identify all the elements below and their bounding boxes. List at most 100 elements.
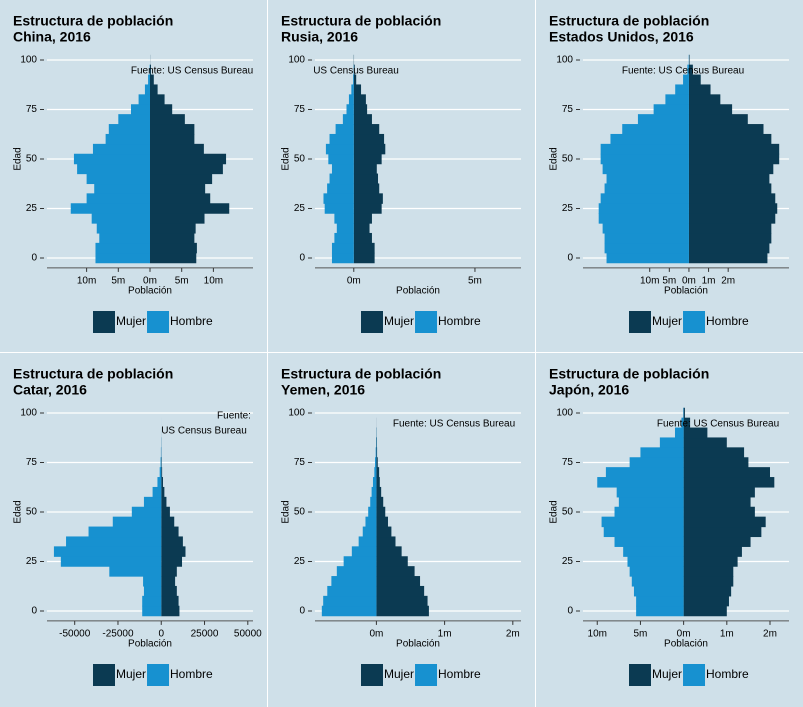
y-tick-label: 25 <box>562 203 574 214</box>
bar <box>614 536 684 547</box>
bar <box>328 153 354 165</box>
bar <box>688 163 774 175</box>
bar <box>150 173 213 185</box>
bar <box>94 183 150 194</box>
bar <box>161 496 167 508</box>
bar <box>601 516 684 528</box>
y-tick-label: 100 <box>20 55 37 66</box>
bar <box>353 84 362 95</box>
bar <box>376 576 421 587</box>
bar <box>683 486 755 498</box>
bar <box>353 74 357 86</box>
bar <box>371 486 377 498</box>
bar <box>150 143 204 155</box>
x-tick-label: 0 <box>158 629 164 640</box>
y-axis-label: Edad <box>281 147 292 170</box>
y-tick-label: 0 <box>299 606 305 617</box>
bar <box>150 133 195 145</box>
bar <box>600 153 689 165</box>
bar <box>150 163 223 175</box>
x-tick-label: 2m <box>506 629 520 640</box>
legend-swatch <box>415 664 438 686</box>
bar <box>616 486 684 498</box>
bar <box>600 193 689 204</box>
legend-label: Hombre <box>438 667 481 681</box>
bar <box>161 576 176 587</box>
x-tick-label: 1m <box>720 629 734 640</box>
x-tick-label: 0m <box>347 276 361 287</box>
x-axis-label: Población <box>128 639 172 650</box>
bar <box>683 556 738 567</box>
bar <box>353 64 355 76</box>
legend-swatch <box>361 664 383 686</box>
bar <box>353 252 375 264</box>
bar <box>150 94 165 105</box>
bar <box>683 576 734 587</box>
bar <box>629 566 684 577</box>
legend-label: Mujer <box>116 314 146 328</box>
bar <box>348 94 354 105</box>
bar <box>334 213 354 224</box>
y-tick-label: 0 <box>567 606 573 617</box>
y-tick-label: 50 <box>26 507 38 518</box>
bar <box>376 496 384 508</box>
bar <box>683 457 749 468</box>
legend-label: Hombre <box>706 667 749 681</box>
x-tick-label: 10m <box>640 276 659 287</box>
bar <box>622 124 689 135</box>
bar <box>629 457 684 468</box>
bar <box>327 183 354 194</box>
bar <box>688 64 693 76</box>
y-tick-label: 100 <box>288 55 305 66</box>
bar <box>688 104 733 115</box>
annotation: Fuente: US Census Bureau <box>622 66 744 77</box>
bar <box>376 536 396 547</box>
x-axis-label: Población <box>396 286 440 297</box>
legend-label: Mujer <box>384 314 414 328</box>
x-axis-label: Población <box>128 286 172 297</box>
bar <box>161 605 180 617</box>
bar <box>142 595 162 607</box>
bar <box>376 457 378 468</box>
bar <box>109 566 162 577</box>
bar <box>353 193 383 204</box>
bar <box>150 242 197 254</box>
bar <box>150 232 195 244</box>
bar <box>376 447 378 458</box>
chart-subtitle: Estados Unidos, 2016 <box>549 29 694 45</box>
bar <box>161 467 163 478</box>
bar <box>688 114 748 125</box>
bar <box>372 477 377 488</box>
bar <box>160 457 162 468</box>
bar <box>150 124 195 135</box>
bar <box>353 232 372 244</box>
y-axis-label: Edad <box>549 147 560 170</box>
bar <box>627 556 684 567</box>
bar <box>353 163 377 175</box>
bar <box>688 133 772 145</box>
y-tick-label: 0 <box>31 253 37 264</box>
x-tick-label: 10m <box>77 276 96 287</box>
bar <box>376 506 386 518</box>
bar <box>376 477 380 488</box>
bar <box>150 193 211 204</box>
legend-label: Hombre <box>706 314 749 328</box>
bar <box>353 203 382 214</box>
bar <box>636 605 684 617</box>
annotation: US Census Bureau <box>313 66 399 77</box>
bar <box>688 124 764 135</box>
y-tick-label: 25 <box>294 556 306 567</box>
bar <box>131 506 162 518</box>
bar <box>353 173 379 185</box>
y-tick-label: 75 <box>562 104 574 115</box>
bar <box>161 566 177 577</box>
bar <box>342 114 354 125</box>
bar <box>66 536 162 547</box>
x-tick-label: 10m <box>204 276 223 287</box>
bar <box>161 526 179 538</box>
bar <box>602 163 689 175</box>
bar <box>73 153 150 165</box>
